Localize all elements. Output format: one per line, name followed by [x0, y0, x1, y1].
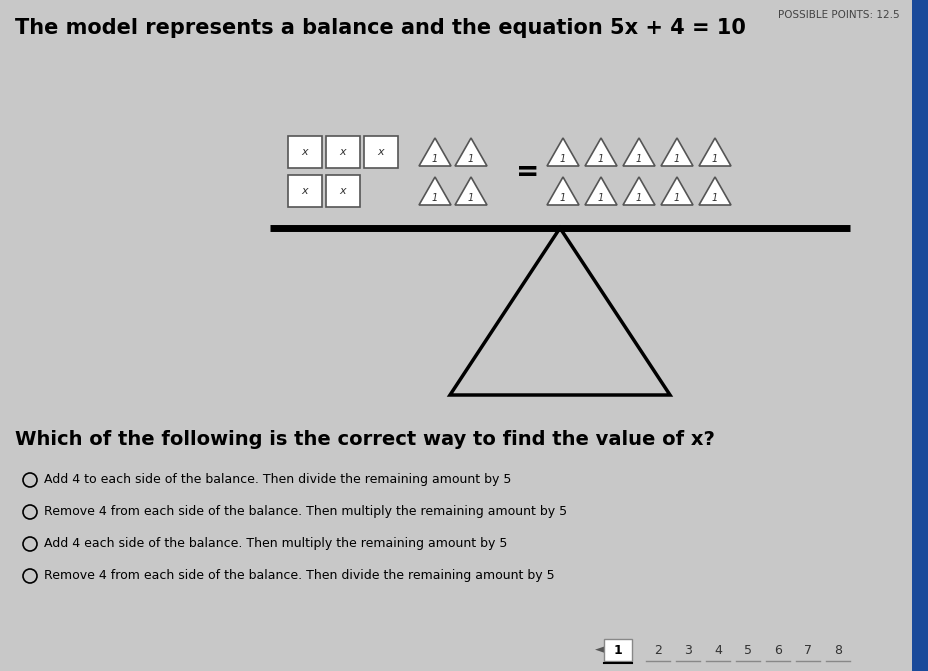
Text: Add 4 to each side of the balance. Then divide the remaining amount by 5: Add 4 to each side of the balance. Then … [44, 474, 510, 486]
Polygon shape [547, 138, 578, 166]
Text: 1: 1 [673, 193, 679, 203]
Text: Add 4 each side of the balance. Then multiply the remaining amount by 5: Add 4 each side of the balance. Then mul… [44, 537, 507, 550]
Text: x: x [302, 147, 308, 157]
Polygon shape [547, 177, 578, 205]
Text: Which of the following is the correct way to find the value of x?: Which of the following is the correct wa… [15, 430, 715, 449]
Text: 5: 5 [743, 643, 751, 656]
Text: 4: 4 [714, 643, 721, 656]
Text: 1: 1 [711, 193, 717, 203]
Polygon shape [585, 177, 616, 205]
Polygon shape [661, 138, 692, 166]
Polygon shape [623, 138, 654, 166]
Text: 1: 1 [468, 154, 473, 164]
Text: 1: 1 [673, 154, 679, 164]
Text: =: = [516, 158, 539, 185]
Polygon shape [623, 177, 654, 205]
Polygon shape [455, 138, 486, 166]
Polygon shape [419, 138, 450, 166]
Text: 1: 1 [635, 154, 641, 164]
Text: POSSIBLE POINTS: 12.5: POSSIBLE POINTS: 12.5 [778, 10, 899, 20]
Text: 1: 1 [560, 154, 565, 164]
Text: 1: 1 [598, 154, 603, 164]
Text: 1: 1 [468, 193, 473, 203]
Text: 2: 2 [653, 643, 662, 656]
Polygon shape [419, 177, 450, 205]
Text: 1: 1 [711, 154, 717, 164]
Polygon shape [698, 138, 730, 166]
FancyBboxPatch shape [288, 136, 322, 168]
FancyBboxPatch shape [911, 0, 928, 671]
Text: The model represents a balance and the equation 5x + 4 = 10: The model represents a balance and the e… [15, 18, 745, 38]
FancyBboxPatch shape [364, 136, 397, 168]
Text: 1: 1 [635, 193, 641, 203]
FancyBboxPatch shape [326, 175, 360, 207]
Polygon shape [585, 138, 616, 166]
Polygon shape [455, 177, 486, 205]
Polygon shape [661, 177, 692, 205]
Polygon shape [698, 177, 730, 205]
Text: 1: 1 [598, 193, 603, 203]
Text: Remove 4 from each side of the balance. Then divide the remaining amount by 5: Remove 4 from each side of the balance. … [44, 570, 554, 582]
Text: ◄: ◄ [595, 643, 604, 656]
Polygon shape [449, 228, 669, 395]
Text: Remove 4 from each side of the balance. Then multiply the remaining amount by 5: Remove 4 from each side of the balance. … [44, 505, 566, 519]
Text: 1: 1 [613, 643, 622, 656]
FancyBboxPatch shape [326, 136, 360, 168]
Text: x: x [340, 147, 346, 157]
Text: 1: 1 [432, 154, 438, 164]
Text: 8: 8 [833, 643, 841, 656]
Text: x: x [340, 186, 346, 196]
Text: 1: 1 [560, 193, 565, 203]
Text: 1: 1 [432, 193, 438, 203]
Text: 3: 3 [683, 643, 691, 656]
Text: x: x [302, 186, 308, 196]
FancyBboxPatch shape [288, 175, 322, 207]
Text: 7: 7 [803, 643, 811, 656]
FancyBboxPatch shape [603, 639, 631, 661]
Text: 6: 6 [773, 643, 781, 656]
Text: x: x [378, 147, 384, 157]
